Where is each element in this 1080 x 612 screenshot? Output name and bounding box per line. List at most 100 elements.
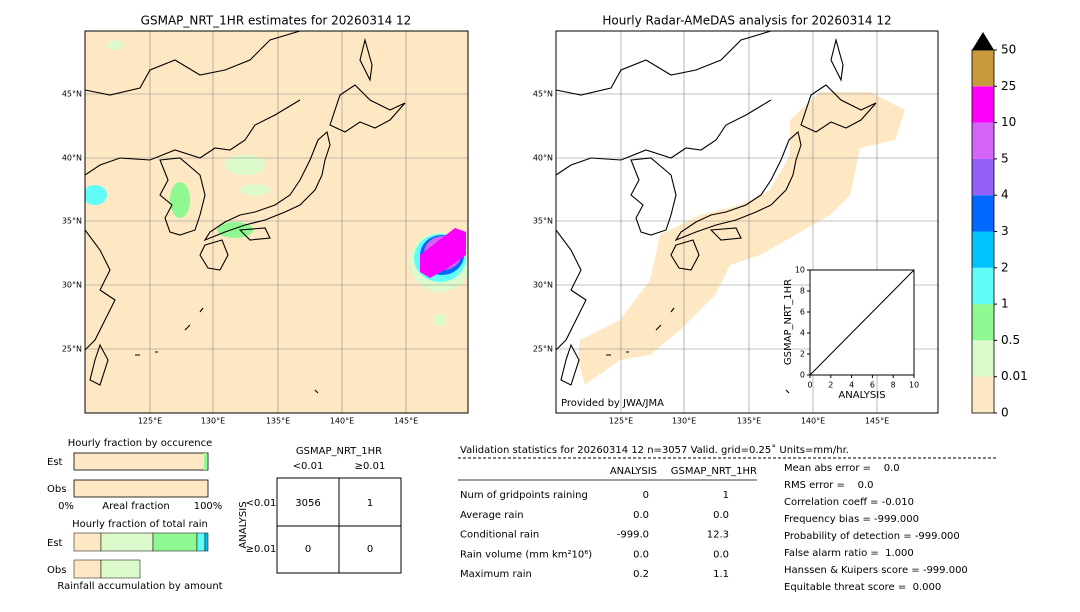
row-label: Average rain — [460, 510, 524, 521]
colorbar-label: 4 — [1001, 188, 1009, 202]
lat-label: 35°N — [533, 217, 553, 226]
lat-label: 30°N — [533, 281, 553, 290]
colorbar-segment — [972, 158, 994, 196]
colorbar-label: 2 — [1001, 260, 1009, 274]
colorbar-segment — [972, 122, 994, 159]
x-tick-label: 10 — [909, 381, 919, 390]
rain-title: Hourly fraction of total rain — [72, 519, 208, 530]
axis-label: Areal fraction — [102, 501, 169, 512]
colorbar-extend — [972, 32, 994, 50]
lat-label: 45°N — [62, 90, 82, 99]
colorbar-segment — [972, 340, 994, 377]
lon-label: 140°E — [801, 417, 825, 426]
value: 0 — [643, 490, 649, 501]
value: 0.2 — [633, 569, 649, 580]
col-title: GSMAP_NRT_1HR — [296, 446, 382, 457]
value: 0.0 — [633, 510, 649, 521]
score: Frequency bias = -999.000 — [784, 514, 919, 525]
occurrence-title: Hourly fraction by occurence — [68, 438, 212, 449]
value: 1.1 — [713, 569, 729, 580]
lon-label: 145°E — [865, 417, 889, 426]
lat-label: 40°N — [533, 154, 553, 163]
axis-right: 100% — [194, 501, 223, 512]
lon-label: 135°E — [737, 417, 761, 426]
colorbar-segment — [972, 267, 994, 305]
value: 1 — [723, 490, 729, 501]
lat-label: 45°N — [533, 90, 553, 99]
row-label: ≥0.01 — [246, 544, 277, 555]
inset-xlabel: ANALYSIS — [838, 390, 885, 401]
rain-bars — [73, 532, 209, 579]
y-tick-label: 8 — [800, 287, 805, 296]
x-tick-label: 8 — [891, 381, 896, 390]
col-label: ≥0.01 — [355, 461, 386, 472]
colorbar-segment — [972, 231, 994, 268]
lat-label: 30°N — [62, 281, 82, 290]
row-label: Obs — [47, 484, 66, 495]
col-header: GSMAP_NRT_1HR — [671, 466, 757, 477]
colorbar-segment — [972, 50, 994, 87]
colorbar-segment — [972, 86, 994, 123]
x-tick-label: 6 — [870, 381, 875, 390]
lat-label: 25°N — [62, 345, 82, 354]
right-map: Provided by JWA/JMA ANALYSIS GSMAP_NRT_1… — [555, 30, 940, 414]
credit: Provided by JWA/JMA — [561, 398, 664, 409]
lat-label: 35°N — [62, 217, 82, 226]
colorbar-segment — [972, 304, 994, 341]
row-label: Conditional rain — [460, 530, 539, 541]
value: 12.3 — [707, 530, 729, 541]
y-tick-label: 6 — [800, 308, 805, 317]
lon-label: 130°E — [672, 417, 696, 426]
cell: 0 — [367, 544, 373, 555]
rain-caption: Rainfall accumulation by amount — [57, 581, 222, 592]
row-label: <0.01 — [246, 498, 277, 509]
lon-label: 125°E — [609, 417, 633, 426]
diagonal — [809, 269, 915, 376]
lat-label: 40°N — [62, 154, 82, 163]
score: False alarm ratio = 1.000 — [784, 548, 914, 559]
value: -999.0 — [617, 530, 649, 541]
value: 0.0 — [633, 549, 649, 560]
colorbar-segment — [972, 195, 994, 232]
colorbar-label: 0.5 — [1001, 333, 1020, 347]
colorbar-label: 25 — [1001, 79, 1016, 93]
value: 0.0 — [713, 549, 729, 560]
cell: 3056 — [295, 498, 320, 509]
score: Equitable threat score = 0.000 — [784, 582, 941, 593]
colorbar-label: 0 — [1001, 406, 1009, 420]
y-tick-label: 0 — [800, 371, 805, 380]
row-label: Est — [47, 457, 63, 468]
col-label: <0.01 — [293, 461, 324, 472]
colorbar-label: 50 — [1001, 43, 1016, 57]
lon-label: 130°E — [201, 417, 225, 426]
lon-label: 125°E — [138, 417, 162, 426]
lon-label: 140°E — [330, 417, 354, 426]
lon-label: 145°E — [394, 417, 418, 426]
colorbar-segment — [972, 376, 994, 413]
right-map-title: Hourly Radar-AMeDAS analysis for 2026031… — [602, 14, 891, 28]
left-map — [85, 31, 468, 413]
value: 0.0 — [713, 510, 729, 521]
score: Correlation coeff = -0.010 — [784, 497, 914, 508]
colorbar-label: 10 — [1001, 115, 1016, 129]
lon-label: 135°E — [266, 417, 290, 426]
row-title: ANALYSIS — [238, 501, 249, 548]
row-label: Obs — [47, 565, 66, 576]
y-tick-label: 2 — [800, 350, 805, 359]
colorbar-label: 3 — [1001, 224, 1009, 238]
row-label: Rain volume (mm km²10⁶) — [460, 549, 592, 560]
bar — [73, 452, 209, 471]
x-tick-label: 4 — [849, 381, 854, 390]
cell: 1 — [367, 498, 373, 509]
row-label: Est — [47, 538, 63, 549]
cell: 0 — [305, 544, 311, 555]
bar — [204, 453, 207, 470]
x-tick-label: 2 — [828, 381, 833, 390]
y-tick-label: 10 — [795, 266, 805, 275]
left-map-title: GSMAP_NRT_1HR estimates for 20260314 12 — [141, 14, 412, 28]
score: Hanssen & Kuipers score = -999.000 — [784, 565, 968, 576]
score: Mean abs error = 0.0 — [784, 463, 900, 474]
x-tick-label: 0 — [807, 381, 812, 390]
left-map-frame — [84, 30, 469, 414]
score: Probability of detection = -999.000 — [784, 531, 960, 542]
